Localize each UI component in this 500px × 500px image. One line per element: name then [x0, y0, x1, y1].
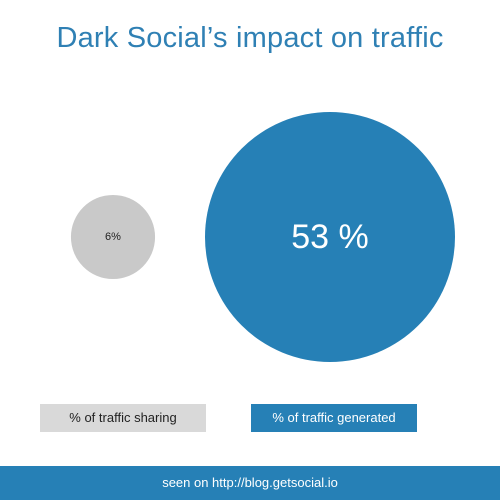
footer-source: seen on http://blog.getsocial.io [0, 466, 500, 500]
bubble-traffic-generated [205, 112, 455, 362]
bubble-traffic-sharing [70, 194, 156, 280]
bubble-label-traffic-sharing: 6% [105, 231, 121, 243]
chart-title: Dark Social’s impact on traffic [56, 22, 444, 54]
legend-traffic-generated: % of traffic generated [251, 404, 417, 432]
legend-traffic-sharing: % of traffic sharing [40, 404, 206, 432]
bubble-label-traffic-generated: 53 % [291, 218, 369, 256]
